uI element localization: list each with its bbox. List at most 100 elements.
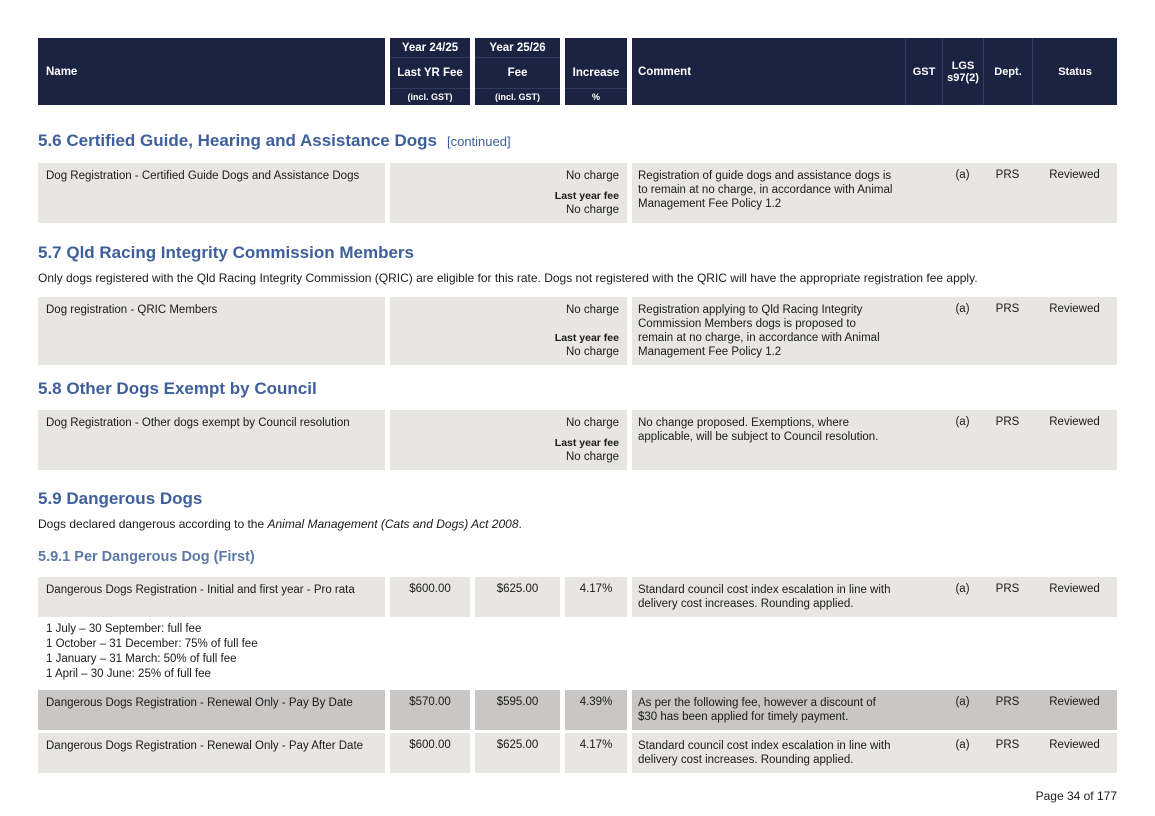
fee-comment-block: Registration applying to Qld Racing Inte… <box>632 297 1117 365</box>
fee-comment-block: No change proposed. Exemptions, where ap… <box>632 410 1117 470</box>
fee-comment: As per the following fee, however a disc… <box>638 697 876 723</box>
fee-row: Dog Registration - Other dogs exempt by … <box>38 410 1117 470</box>
fee-gst <box>905 577 942 617</box>
last-year-fee-label: Last year fee <box>554 190 619 202</box>
last-year-fee-label: Last year fee <box>554 332 619 344</box>
fee-status: Reviewed <box>1049 696 1100 708</box>
last-year-fee-value: No charge <box>565 346 619 358</box>
column-header-lgs-s97: LGS s97(2) <box>942 38 983 105</box>
fee-gst <box>905 297 942 365</box>
last-yr-fee-label: Last YR Fee <box>397 67 463 79</box>
increase-unit: % <box>565 88 627 105</box>
fee-comment: Standard council cost index escalation i… <box>638 740 891 766</box>
increase-label: Increase <box>572 67 620 79</box>
fee-comment: Standard council cost index escalation i… <box>638 584 891 610</box>
fee-lgs: (a) <box>955 303 970 315</box>
fee-lgs: (a) <box>955 416 970 428</box>
act-title-italic: Animal Management (Cats and Dogs) Act 20… <box>267 517 519 531</box>
note-line: 1 April – 30 June: 25% of full fee <box>46 668 211 680</box>
last-year-fee-block: Last year fee No charge <box>398 331 619 359</box>
current-fee: No charge <box>565 170 619 182</box>
last-year-fee-value: No charge <box>565 204 619 216</box>
fee-value: $625.00 <box>475 733 560 773</box>
fee-name: Dog Registration - Other dogs exempt by … <box>38 410 385 470</box>
fee-name: Dangerous Dogs Registration - Renewal On… <box>38 733 385 773</box>
section-5-8-rows: Dog Registration - Other dogs exempt by … <box>38 410 1117 470</box>
section-title-5-6: 5.6 Certified Guide, Hearing and Assista… <box>38 131 1117 152</box>
table-header-row: Name Year 24/25 Last YR Fee (incl. GST) … <box>38 38 1117 105</box>
column-header-status: Status <box>1032 38 1117 105</box>
fee-name: Dog Registration - Certified Guide Dogs … <box>38 163 385 223</box>
note-line: 1 July – 30 September: full fee <box>46 623 202 635</box>
column-header-comment-block: Comment GST LGS s97(2) Dept. Status <box>632 38 1117 105</box>
fee-comment: Registration of guide dogs and assistanc… <box>638 170 893 210</box>
section-5-7-rows: Dog registration - QRIC Members No charg… <box>38 297 1117 365</box>
column-header-increase: Increase % <box>565 38 627 105</box>
page-number: Page 34 of 177 <box>1035 789 1117 803</box>
last-year-fee-block: Last year fee No charge <box>398 436 619 464</box>
section-title-5-6-text: 5.6 Certified Guide, Hearing and Assista… <box>38 131 437 150</box>
fee-dept: PRS <box>995 583 1020 595</box>
fee-gst <box>905 733 942 773</box>
last-yr-fee-value: $600.00 <box>390 733 470 773</box>
fees-schedule-page: Name Year 24/25 Last YR Fee (incl. GST) … <box>38 38 1117 776</box>
fee-value: $625.00 <box>475 577 560 617</box>
increase-value: 4.17% <box>565 577 627 617</box>
fee-row: Dog Registration - Certified Guide Dogs … <box>38 163 1117 223</box>
fee-dept: PRS <box>995 303 1020 315</box>
fee-row: Dangerous Dogs Registration - Renewal On… <box>38 733 1117 773</box>
fee-year: Year 25/26 <box>475 38 560 58</box>
column-header-comment: Comment <box>638 65 692 78</box>
fee-row: Dangerous Dogs Registration - Initial an… <box>38 577 1117 617</box>
fee-comment-block: Registration of guide dogs and assistanc… <box>632 163 1117 223</box>
last-yr-fee-value: $600.00 <box>390 577 470 617</box>
subsection-title-5-9-1: 5.9.1 Per Dangerous Dog (First) <box>38 549 255 565</box>
fee-value: $595.00 <box>475 690 560 730</box>
increase-value: 4.17% <box>565 733 627 773</box>
fee-comment: Registration applying to Qld Racing Inte… <box>638 304 880 358</box>
fee-status: Reviewed <box>1049 169 1100 181</box>
fee-name: Dangerous Dogs Registration - Renewal On… <box>38 690 385 730</box>
fee-lgs: (a) <box>955 169 970 181</box>
column-header-name: Name <box>38 38 385 105</box>
last-yr-fee-year: Year 24/25 <box>390 38 470 58</box>
fee-dept: PRS <box>995 169 1020 181</box>
column-header-fee: Year 25/26 Fee (incl. GST) <box>475 38 560 105</box>
fee-status: Reviewed <box>1049 739 1100 751</box>
fee-gst <box>905 410 942 470</box>
pro-rata-note: 1 July – 30 September: full fee 1 Octobe… <box>38 617 1117 690</box>
section-title-5-8: 5.8 Other Dogs Exempt by Council <box>38 379 317 398</box>
fee-lgs: (a) <box>955 583 970 595</box>
intro-prefix: Dogs declared dangerous according to the <box>38 517 268 531</box>
fee-gst <box>905 690 942 730</box>
column-header-dept: Dept. <box>983 38 1032 105</box>
fee-row: Dog registration - QRIC Members No charg… <box>38 297 1117 365</box>
fee-status: Reviewed <box>1049 583 1100 595</box>
fee-amounts: No charge Last year fee No charge <box>390 410 627 470</box>
fee-status: Reviewed <box>1049 416 1100 428</box>
fee-row: Dangerous Dogs Registration - Renewal On… <box>38 690 1117 730</box>
section-title-5-9: 5.9 Dangerous Dogs <box>38 489 203 508</box>
fee-gst <box>905 163 942 223</box>
fee-amounts: No charge Last year fee No charge <box>390 297 627 365</box>
section-title-5-7: 5.7 Qld Racing Integrity Commission Memb… <box>38 243 414 262</box>
last-year-fee-block: Last year fee No charge <box>398 189 619 217</box>
fee-lgs: (a) <box>955 696 970 708</box>
continued-tag: [continued] <box>446 134 511 149</box>
fee-gst-note: (incl. GST) <box>475 88 560 105</box>
intro-suffix: . <box>518 517 522 531</box>
fee-name: Dangerous Dogs Registration - Initial an… <box>38 577 385 617</box>
section-5-6-rows: Dog Registration - Certified Guide Dogs … <box>38 163 1117 223</box>
note-line: 1 January – 31 March: 50% of full fee <box>46 653 237 665</box>
section-5-7-intro: Only dogs registered with the Qld Racing… <box>38 271 978 285</box>
fee-comment-block: Standard council cost index escalation i… <box>632 733 1117 773</box>
fee-status: Reviewed <box>1049 303 1100 315</box>
increase-value: 4.39% <box>565 690 627 730</box>
fee-amounts: No charge Last year fee No charge <box>390 163 627 223</box>
section-5-9-1-rows: Dangerous Dogs Registration - Initial an… <box>38 577 1117 773</box>
fee-dept: PRS <box>995 739 1020 751</box>
fee-label: Fee <box>507 67 528 79</box>
fee-comment-block: As per the following fee, however a disc… <box>632 690 1117 730</box>
increase-header-spacer <box>565 38 627 58</box>
last-year-fee-value: No charge <box>565 451 619 463</box>
